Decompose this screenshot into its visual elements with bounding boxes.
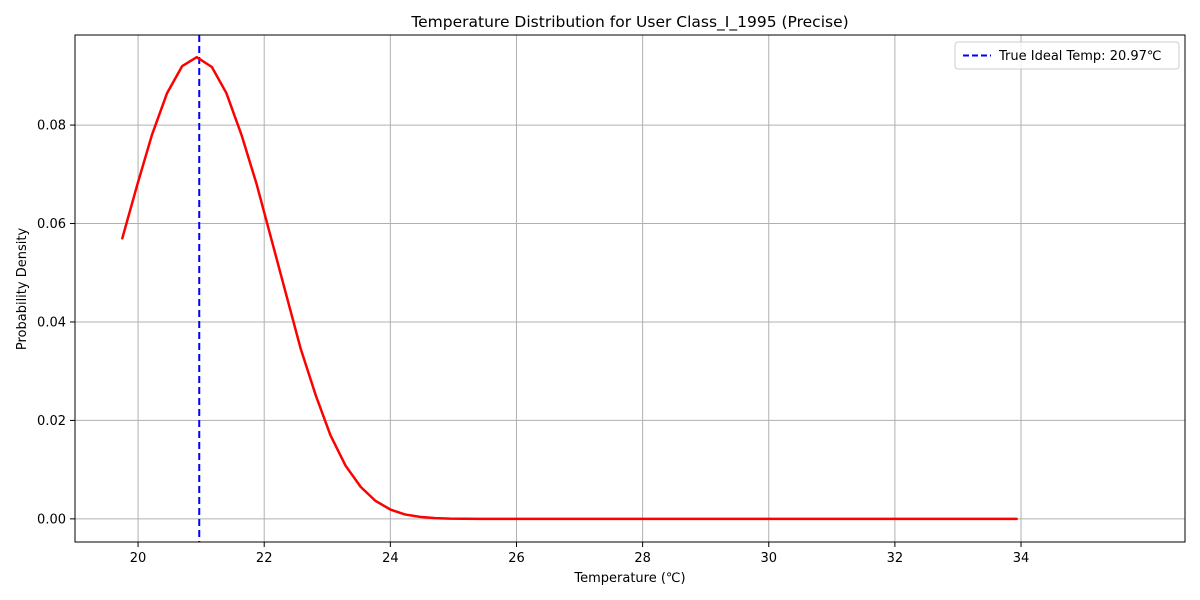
legend: True Ideal Temp: 20.97℃	[954, 41, 1180, 70]
plot-frame	[74, 34, 1186, 543]
x-tick-label: 20	[130, 551, 147, 566]
y-tick-label: 0.04	[37, 315, 66, 330]
grid	[75, 35, 1185, 542]
x-tick-label: 30	[760, 551, 777, 566]
density-curve	[121, 55, 1018, 521]
y-tick-label: 0.02	[37, 414, 66, 429]
ticks: 20 22 24 26 28 30 32 34 0.00 0.02 0.04 0.06 0.08	[37, 119, 1029, 566]
x-tick-label: 26	[508, 551, 525, 566]
series-layer	[121, 55, 1018, 521]
x-tick-label: 28	[634, 551, 651, 566]
y-tick-label: 0.00	[37, 512, 66, 527]
legend-box	[954, 41, 1180, 70]
x-tick-label: 32	[887, 551, 904, 566]
x-tick-label: 24	[382, 551, 399, 566]
x-tick-label: 34	[1013, 551, 1030, 566]
y-tick-label: 0.06	[37, 217, 66, 232]
legend-label: True Ideal Temp: 20.97℃	[998, 49, 1162, 64]
chart-title: Temperature Distribution for User Class_…	[410, 13, 848, 32]
y-axis-title: Probability Density	[15, 228, 30, 351]
x-axis-title: Temperature (℃)	[573, 571, 685, 586]
y-tick-label: 0.08	[37, 119, 66, 134]
x-tick-label: 22	[256, 551, 273, 566]
